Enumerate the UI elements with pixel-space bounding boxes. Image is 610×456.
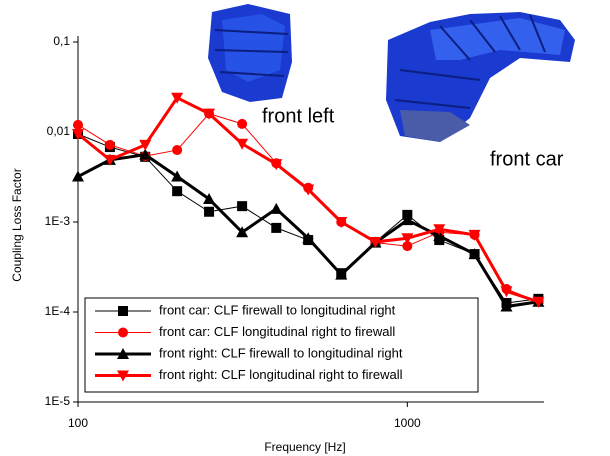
x-tick-label: 100	[68, 416, 88, 430]
y-tick-label: 1E-5	[45, 394, 71, 408]
data-point	[500, 300, 513, 312]
y-tick-label: 1E-4	[45, 304, 71, 318]
data-point	[500, 286, 513, 298]
data-point	[237, 201, 248, 212]
annotation: front left	[262, 105, 335, 127]
data-point	[204, 206, 215, 217]
series-line	[77, 96, 539, 304]
y-axis-label: Coupling Loss Factor	[10, 168, 24, 281]
data-point	[172, 145, 183, 156]
data-point	[270, 159, 283, 171]
data-point	[172, 186, 183, 197]
data-point	[236, 226, 249, 238]
data-point	[433, 224, 446, 236]
annotation: front car	[490, 148, 564, 170]
mesh-front-left	[208, 4, 292, 102]
legend-marker	[118, 306, 128, 316]
data-point	[369, 236, 382, 248]
data-point	[171, 170, 184, 182]
data-point	[401, 233, 414, 245]
x-tick-label: 1000	[394, 416, 421, 430]
data-point	[103, 154, 116, 166]
mesh-front-car	[386, 12, 575, 142]
legend-label: front right: CLF longitudinal right to f…	[159, 367, 403, 382]
data-point	[271, 222, 282, 233]
y-tick-label: 0,01	[47, 124, 71, 138]
data-point	[72, 170, 84, 182]
data-point	[171, 92, 184, 104]
data-point	[335, 217, 348, 228]
x-axis-label: Frequency [Hz]	[264, 440, 345, 454]
legend-label: front right: CLF firewall to longitudina…	[159, 345, 403, 360]
data-point	[203, 108, 216, 120]
y-tick-label: 1E-3	[45, 214, 71, 228]
data-point	[237, 118, 248, 129]
legend-marker	[117, 348, 129, 359]
data-point	[139, 139, 152, 151]
data-point	[236, 138, 249, 150]
data-point	[72, 129, 84, 141]
data-point	[73, 119, 83, 130]
data-point	[335, 268, 348, 280]
data-point	[402, 241, 413, 252]
data-point	[104, 139, 115, 150]
data-point	[433, 229, 446, 241]
legend-marker	[118, 327, 128, 338]
legend-label: front car: CLF longitudinal right to fir…	[159, 324, 395, 339]
legend-label: front car: CLF firewall to longitudinal …	[159, 302, 396, 317]
y-tick-label: 0,1	[53, 34, 70, 48]
data-point	[401, 214, 414, 226]
data-point	[302, 184, 315, 196]
data-point	[532, 296, 545, 308]
data-point	[139, 148, 152, 160]
legend-marker	[117, 370, 129, 382]
data-point	[270, 202, 283, 214]
data-point	[302, 232, 315, 244]
data-point	[203, 193, 216, 205]
data-point	[468, 248, 481, 260]
data-point	[468, 229, 481, 241]
